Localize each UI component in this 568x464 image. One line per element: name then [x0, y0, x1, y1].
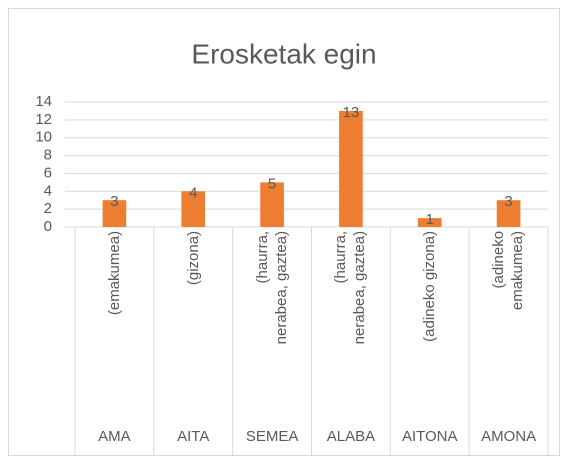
bar: [339, 110, 363, 227]
bar: [102, 200, 127, 227]
y-tick-label: 10: [35, 129, 52, 146]
data-label: 5: [268, 175, 276, 192]
x-tick-label: (emakumea): [105, 230, 123, 316]
y-tick-label: 6: [44, 164, 52, 181]
group-label: AITA: [177, 428, 210, 445]
group-label: SEMEA: [245, 428, 299, 445]
chart-border: [8, 8, 560, 456]
bar: [181, 191, 206, 227]
bar: [417, 218, 442, 227]
x-tick-label: (adineko gizona): [421, 230, 439, 342]
x-tick-label: (haurra, nerabea, gaztea): [332, 230, 369, 345]
data-label: 13: [343, 104, 360, 121]
data-label: 3: [110, 193, 118, 210]
data-label: 4: [189, 184, 197, 201]
y-tick-label: 4: [44, 182, 52, 199]
x-tick-label: (gizona): [184, 230, 202, 286]
y-tick-label: 14: [35, 93, 52, 110]
group-label: AMONA: [481, 428, 537, 445]
data-label: 3: [504, 193, 512, 210]
bar: [496, 200, 521, 227]
data-label: 1: [426, 211, 434, 228]
group-label: ALABA: [326, 428, 376, 445]
chart-title: Erosketak egin: [191, 38, 376, 69]
y-tick-label: 12: [35, 111, 52, 128]
y-tick-label: 0: [44, 218, 52, 235]
y-tick-label: 2: [44, 200, 52, 217]
bar: [260, 182, 284, 227]
group-label: AITONA: [401, 428, 458, 445]
x-tick-label: (adineko emakumea): [490, 230, 527, 311]
x-tick-label: (haurra, nerabea, gaztea): [254, 230, 291, 345]
group-label: AMA: [98, 428, 131, 445]
y-tick-label: 8: [44, 147, 52, 164]
